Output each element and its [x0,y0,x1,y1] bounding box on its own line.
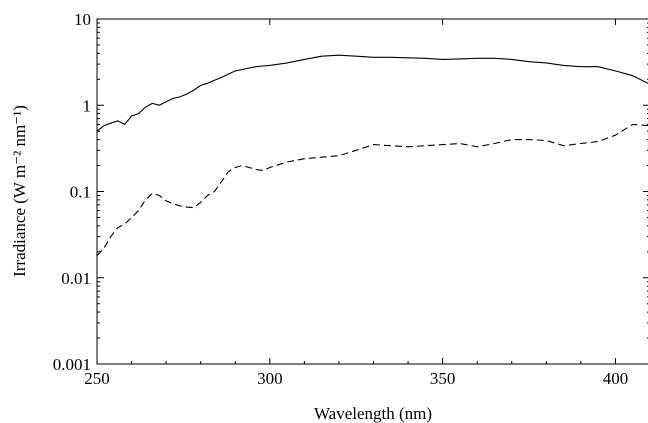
y-tick-label: 1 [83,96,92,115]
series-layer [96,54,648,257]
series-solid-line [96,54,648,132]
series-dashed-line [96,123,648,257]
y-tick-label: 0.1 [70,183,91,202]
x-axis-title: Wavelength (nm) [314,404,432,423]
right-axis-minor-ticks [643,18,648,365]
x-tick-label: 300 [257,369,283,388]
x-tick-label: 400 [603,369,629,388]
y-axis-title: Irradiance (W m⁻² nm⁻¹) [10,105,29,277]
x-axis: 250 300 350 400 [84,19,628,388]
y-tick-label: 0.01 [61,269,91,288]
y-tick-label: 10 [74,10,91,29]
plot-frame [96,18,648,365]
y-axis: 0.001 0.01 0.1 1 10 [53,10,104,374]
x-tick-label: 350 [430,369,456,388]
x-tick-label: 250 [84,369,110,388]
y-tick-label: 0.001 [53,355,91,374]
